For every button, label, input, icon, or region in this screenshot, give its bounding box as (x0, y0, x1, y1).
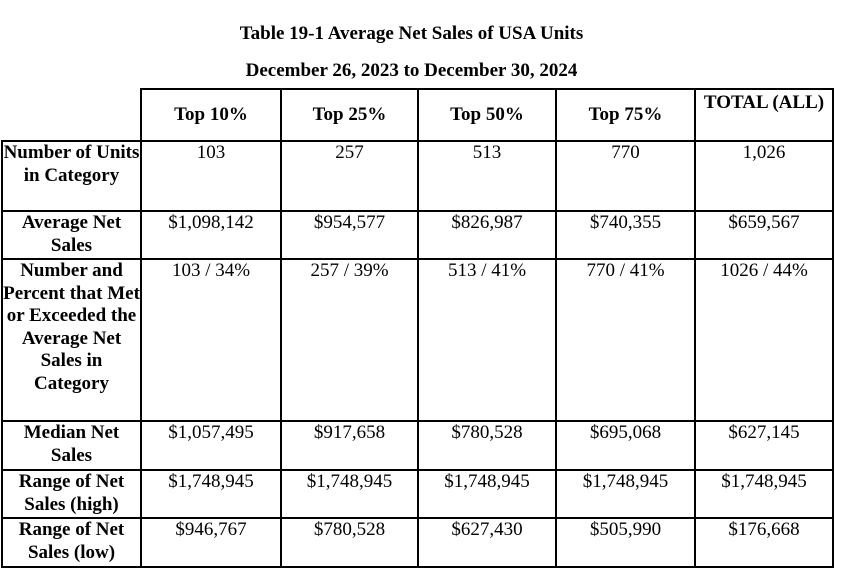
row-label: Average Net Sales (1, 211, 141, 260)
table-cell: 513 / 41% (417, 259, 556, 422)
net-sales-table: Top 10% Top 25% Top 50% Top 75% TOTAL (A… (1, 88, 834, 568)
table-cell: $954,577 (280, 211, 418, 260)
row-label: Number of Units in Category (1, 141, 141, 212)
table-row: Range of Net Sales (low) $946,767 $780,5… (1, 518, 834, 568)
table-row: Median Net Sales $1,057,495 $917,658 $78… (1, 421, 834, 471)
column-header-total: TOTAL (ALL) (694, 88, 834, 142)
table-cell: 1,026 (694, 141, 834, 212)
table-cell: $505,990 (555, 518, 695, 568)
table-cell: $627,145 (694, 421, 834, 471)
table-cell: $1,057,495 (140, 421, 281, 471)
table-cell: $1,748,945 (280, 470, 418, 519)
column-header-top-50: Top 50% (417, 88, 556, 142)
row-label: Range of Net Sales (low) (1, 518, 141, 568)
table-cell: $1,748,945 (417, 470, 556, 519)
table-cell: $659,567 (694, 211, 834, 260)
table-cell: $627,430 (417, 518, 556, 568)
header-corner (2, 89, 141, 142)
row-label: Number and Percent that Met or Exceeded … (1, 259, 141, 422)
table-cell: 257 / 39% (280, 259, 418, 422)
row-label: Median Net Sales (1, 421, 141, 471)
row-label: Range of Net Sales (high) (1, 470, 141, 519)
table-cell: $1,748,945 (140, 470, 281, 519)
table-row: Range of Net Sales (high) $1,748,945 $1,… (1, 470, 834, 519)
table-cell: $1,748,945 (555, 470, 695, 519)
table-subtitle: December 26, 2023 to December 30, 2024 (245, 60, 578, 81)
table-row: Number of Units in Category 103 257 513 … (1, 141, 834, 212)
column-header-top-75: Top 75% (555, 88, 695, 142)
table-cell: 103 / 34% (140, 259, 281, 422)
table-cell: 1026 / 44% (694, 259, 834, 422)
column-header-top-25: Top 25% (280, 88, 418, 142)
table-cell: $780,528 (417, 421, 556, 471)
table-cell: 103 (140, 141, 281, 212)
table-title: Table 19-1 Average Net Sales of USA Unit… (239, 23, 584, 44)
table-header-row: Top 10% Top 25% Top 50% Top 75% TOTAL (A… (2, 88, 834, 142)
table-cell: $1,098,142 (140, 211, 281, 260)
column-header-top-10: Top 10% (140, 88, 281, 142)
table-cell: $695,068 (555, 421, 695, 471)
table-cell: 257 (280, 141, 418, 212)
table-row: Average Net Sales $1,098,142 $954,577 $8… (1, 211, 834, 260)
table-cell: $917,658 (280, 421, 418, 471)
table-cell: $1,748,945 (694, 470, 834, 519)
table-cell: $826,987 (417, 211, 556, 260)
table-cell: 513 (417, 141, 556, 212)
table-cell: $780,528 (280, 518, 418, 568)
table-cell: $740,355 (555, 211, 695, 260)
table-cell: 770 / 41% (555, 259, 695, 422)
table-cell: $176,668 (694, 518, 834, 568)
table-row: Number and Percent that Met or Exceeded … (1, 259, 834, 422)
table-cell: 770 (555, 141, 695, 212)
table-cell: $946,767 (140, 518, 281, 568)
